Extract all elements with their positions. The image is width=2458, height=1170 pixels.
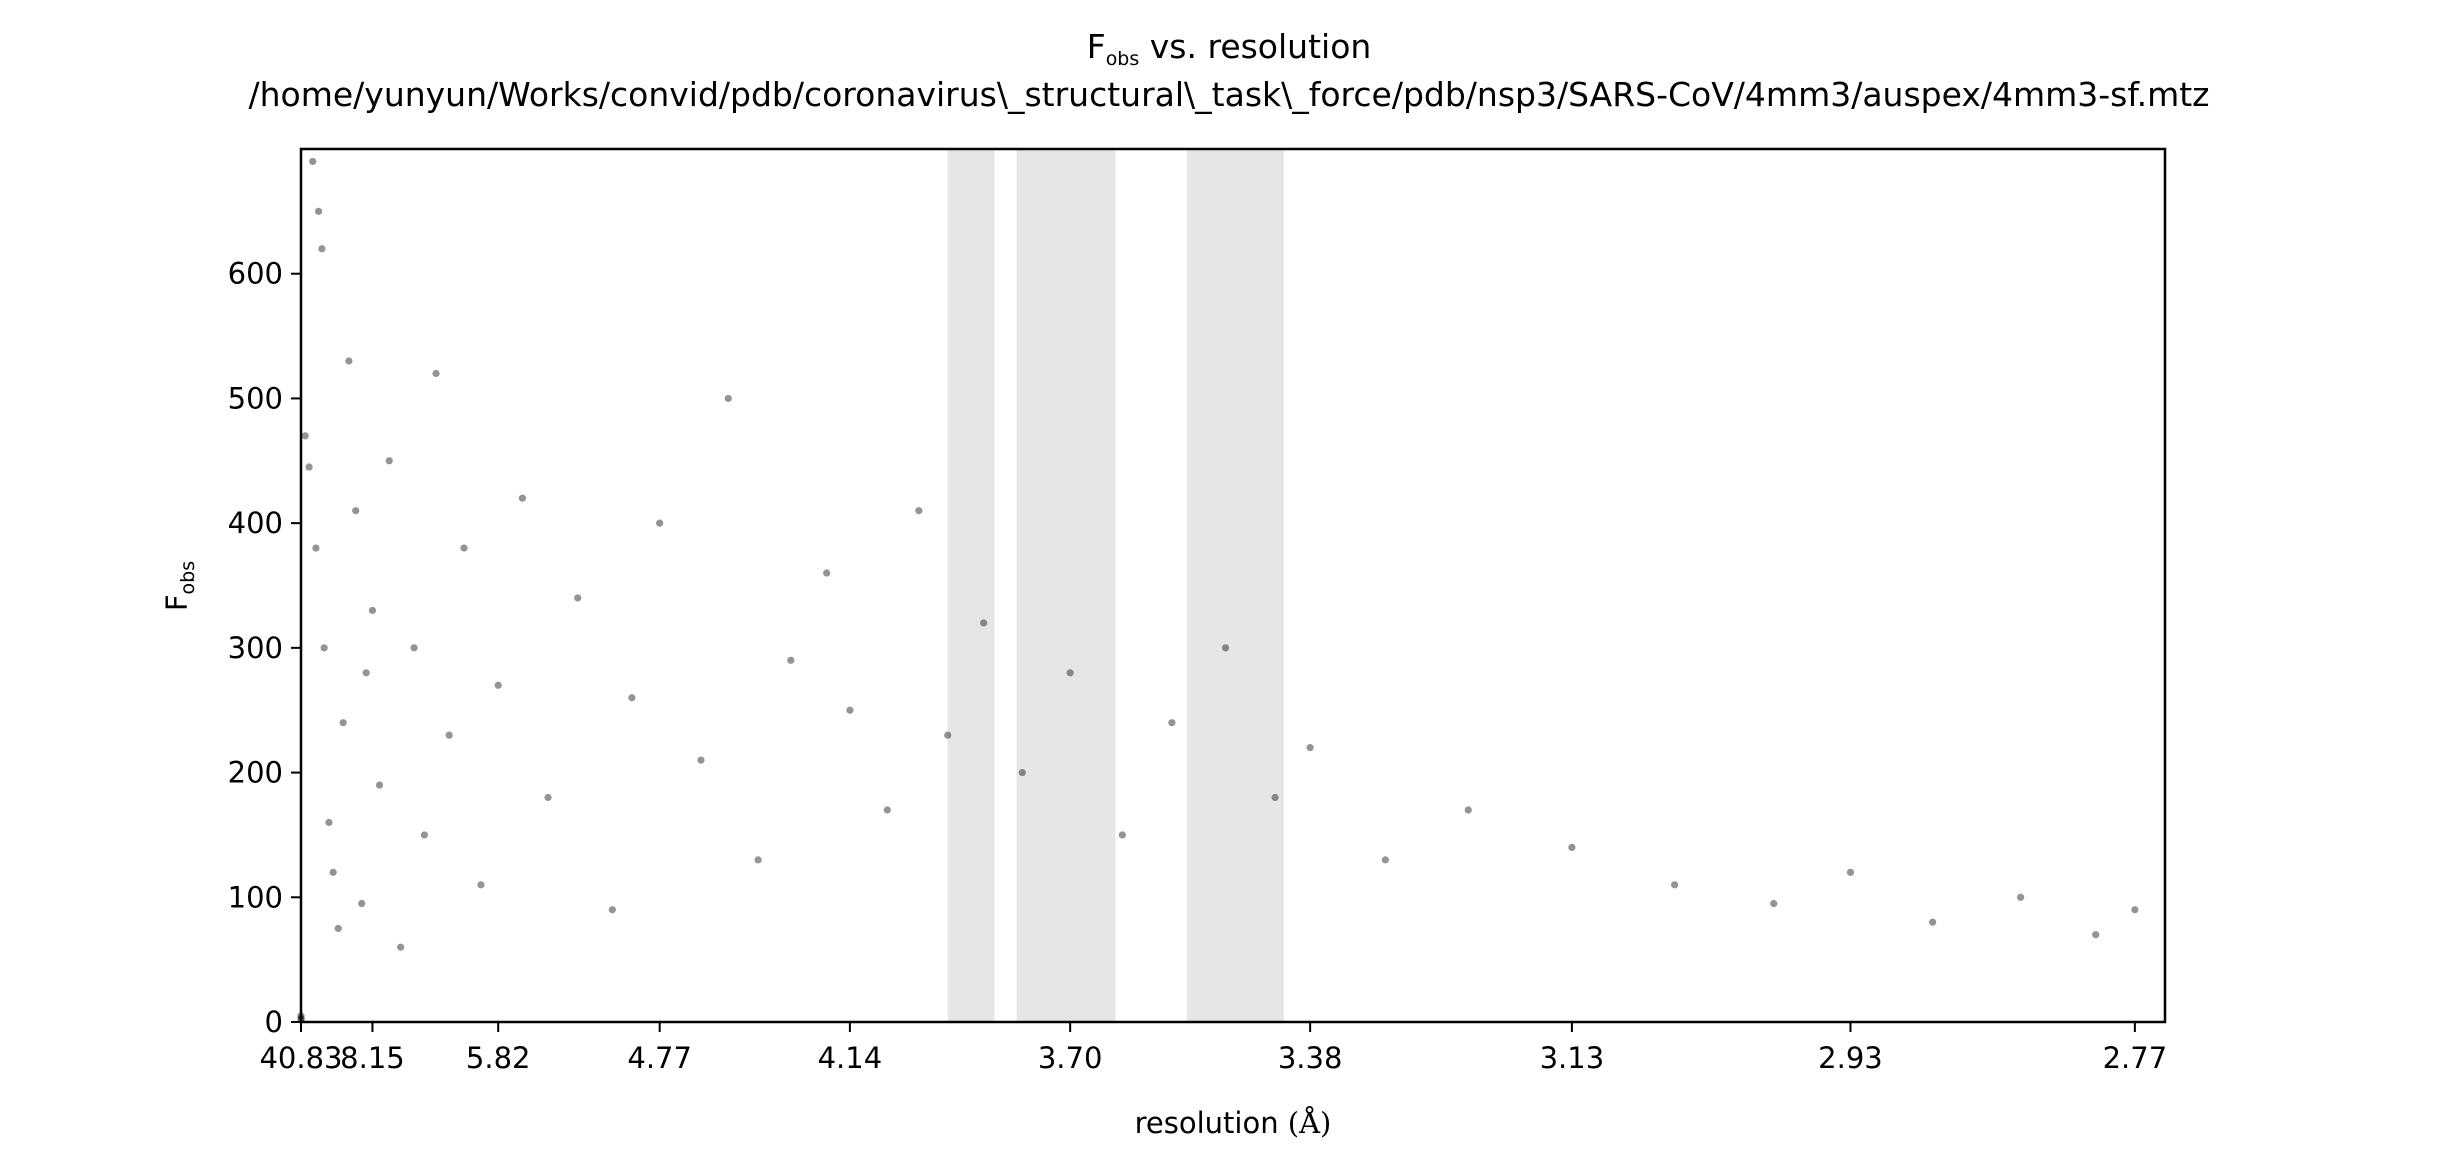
data-point xyxy=(915,507,923,515)
y-tick-label: 400 xyxy=(228,506,283,540)
x-tick-label: 3.70 xyxy=(1038,1041,1103,1075)
x-tick-label: 3.13 xyxy=(1540,1041,1605,1075)
data-point xyxy=(325,818,333,827)
chart-title: Fobs vs. resolution /home/yunyun/Works/c… xyxy=(249,27,2210,114)
data-point xyxy=(385,457,393,465)
data-point xyxy=(1066,669,1074,677)
x-tick-label: 5.82 xyxy=(466,1041,531,1075)
x-tick-label: 2.93 xyxy=(1818,1041,1883,1075)
data-point xyxy=(980,619,988,627)
data-point xyxy=(1306,744,1314,752)
x-tick-label: 3.38 xyxy=(1278,1041,1343,1075)
data-point xyxy=(420,831,429,839)
data-point xyxy=(1271,793,1279,802)
data-point xyxy=(2131,906,2139,914)
data-point xyxy=(1381,856,1389,864)
data-point xyxy=(628,694,636,702)
data-point xyxy=(1464,806,1472,814)
data-point xyxy=(574,594,582,602)
data-point xyxy=(846,706,854,714)
scatter-points xyxy=(297,157,2139,1024)
data-point xyxy=(1018,768,1026,777)
data-point xyxy=(375,781,384,789)
x-tick-label: 8.15 xyxy=(340,1041,405,1075)
data-point xyxy=(2092,931,2100,939)
chart-title-path: /home/yunyun/Works/convid/pdb/coronaviru… xyxy=(249,75,2210,114)
data-point xyxy=(608,906,616,914)
x-axis-ticks: 40.838.15 5.82 4.77 4.14 3.70 3.38 3.13 2.93 2.7… xyxy=(259,1022,2167,1075)
data-point xyxy=(754,856,762,864)
data-point xyxy=(1568,843,1576,852)
y-axis-label: Fobs xyxy=(160,561,199,611)
x-tick-label: 2.77 xyxy=(2103,1041,2168,1075)
data-point xyxy=(445,731,453,739)
data-point xyxy=(724,394,732,403)
x-tick-label: 40.83 xyxy=(259,1041,342,1075)
data-point xyxy=(334,924,342,933)
data-point xyxy=(1671,881,1679,889)
data-point xyxy=(345,357,353,365)
data-point xyxy=(477,881,485,889)
data-point xyxy=(301,432,309,440)
y-tick-label: 100 xyxy=(228,880,283,914)
data-point xyxy=(1929,918,1937,926)
data-point xyxy=(339,719,347,727)
data-point xyxy=(362,669,370,677)
ice-ring-band-1 xyxy=(947,149,995,1022)
ice-ring-band-3 xyxy=(1186,149,1284,1022)
data-point xyxy=(432,369,440,378)
x-axis-label-text: resolution xyxy=(1135,1106,1288,1140)
x-tick-label: 4.77 xyxy=(627,1041,692,1075)
data-point xyxy=(1118,831,1126,839)
data-point xyxy=(544,793,552,802)
data-point xyxy=(312,544,320,552)
data-point xyxy=(787,656,795,664)
data-point xyxy=(305,463,313,471)
ice-ring-bands xyxy=(947,149,1284,1022)
data-point xyxy=(358,899,366,908)
data-point xyxy=(697,756,705,764)
data-point xyxy=(368,606,377,615)
data-point xyxy=(410,644,418,652)
chart-title-line1: Fobs vs. resolution xyxy=(1087,27,1372,70)
data-point xyxy=(1168,719,1176,727)
plot-frame xyxy=(299,147,2167,1024)
data-point xyxy=(656,519,664,527)
title-rest: vs. resolution xyxy=(1139,27,1371,66)
data-point xyxy=(518,494,527,502)
data-point xyxy=(883,806,891,814)
data-point xyxy=(397,943,405,951)
x-tick-label: 4.14 xyxy=(818,1041,883,1075)
data-point xyxy=(1846,868,1855,876)
data-point xyxy=(460,544,468,552)
y-tick-label: 300 xyxy=(228,631,283,665)
title-symbol-subscript: obs xyxy=(1106,48,1140,70)
data-point xyxy=(823,569,831,577)
y-axis-ticks: 0 100 200 300 400 500 600 xyxy=(228,257,301,1039)
data-point xyxy=(2017,893,2025,901)
x-axis-unit: (Å) xyxy=(1288,1105,1332,1140)
y-tick-label: 500 xyxy=(228,381,283,415)
data-point xyxy=(329,868,337,876)
data-point xyxy=(318,245,326,253)
title-symbol: F xyxy=(1087,27,1106,66)
data-point xyxy=(1770,899,1778,908)
data-point xyxy=(314,207,323,215)
ice-ring-band-2 xyxy=(1016,149,1116,1022)
data-point xyxy=(309,157,317,166)
y-tick-label: 600 xyxy=(228,257,283,291)
data-point xyxy=(352,507,360,515)
x-axis-label: resolution (Å) xyxy=(1135,1105,1332,1140)
data-point xyxy=(494,681,502,689)
y-axis-subscript: obs xyxy=(177,561,199,595)
y-tick-label: 0 xyxy=(265,1005,283,1039)
data-point xyxy=(320,644,328,652)
y-axis-symbol: F xyxy=(160,594,194,611)
data-point xyxy=(1221,644,1230,652)
y-tick-label: 200 xyxy=(228,756,283,790)
data-point xyxy=(944,731,952,739)
